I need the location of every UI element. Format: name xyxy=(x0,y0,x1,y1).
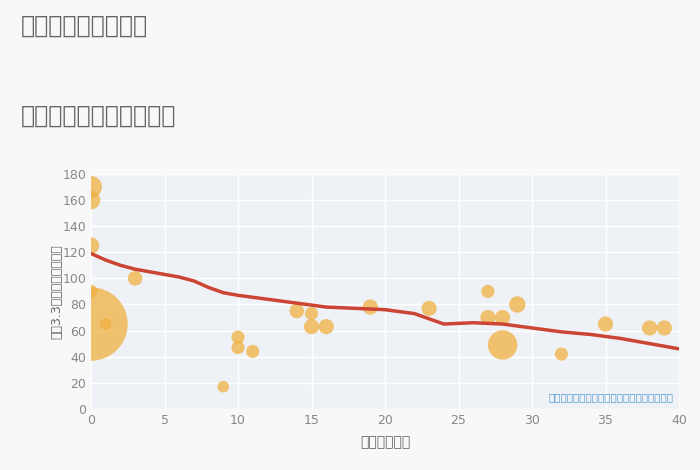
Point xyxy=(247,348,258,355)
Point xyxy=(85,242,97,250)
Point xyxy=(85,320,97,328)
Point xyxy=(85,183,97,191)
Point xyxy=(556,350,567,358)
Point xyxy=(659,324,670,332)
Point xyxy=(644,324,655,332)
X-axis label: 築年数（年）: 築年数（年） xyxy=(360,435,410,449)
Point xyxy=(291,307,302,315)
Point xyxy=(218,383,229,391)
Point xyxy=(497,314,508,321)
Point xyxy=(482,288,493,295)
Text: 築年数別中古戸建て価格: 築年数別中古戸建て価格 xyxy=(21,103,176,127)
Point xyxy=(497,341,508,349)
Point xyxy=(365,303,376,311)
Point xyxy=(600,320,611,328)
Point xyxy=(482,314,493,321)
Point xyxy=(306,323,317,330)
Point xyxy=(130,274,141,282)
Point xyxy=(321,323,332,330)
Text: 兵庫県宝塚市切畑の: 兵庫県宝塚市切畑の xyxy=(21,14,148,38)
Point xyxy=(85,196,97,204)
Point xyxy=(232,344,244,351)
Point xyxy=(306,310,317,317)
Point xyxy=(100,320,111,328)
Point xyxy=(232,333,244,341)
Text: 円の大きさは、取引のあった物件面積を示す: 円の大きさは、取引のあった物件面積を示す xyxy=(548,392,673,402)
Point xyxy=(85,288,97,295)
Point xyxy=(424,305,435,312)
Point xyxy=(512,301,523,308)
Y-axis label: 坪（3.3㎡）単価（万円）: 坪（3.3㎡）単価（万円） xyxy=(50,244,63,339)
